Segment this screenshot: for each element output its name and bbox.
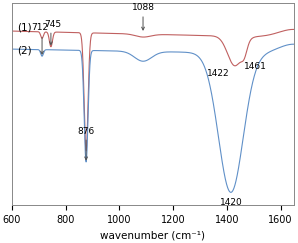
- Text: (2): (2): [17, 46, 31, 56]
- Text: 745: 745: [44, 20, 61, 29]
- Text: 1088: 1088: [131, 3, 155, 12]
- Text: 1422: 1422: [207, 69, 230, 78]
- X-axis label: wavenumber (cm⁻¹): wavenumber (cm⁻¹): [100, 230, 205, 240]
- Text: 1420: 1420: [220, 198, 243, 207]
- Text: 876: 876: [77, 127, 95, 136]
- Text: 712: 712: [31, 23, 48, 32]
- Text: 1461: 1461: [244, 62, 267, 71]
- Text: (1): (1): [17, 23, 31, 33]
